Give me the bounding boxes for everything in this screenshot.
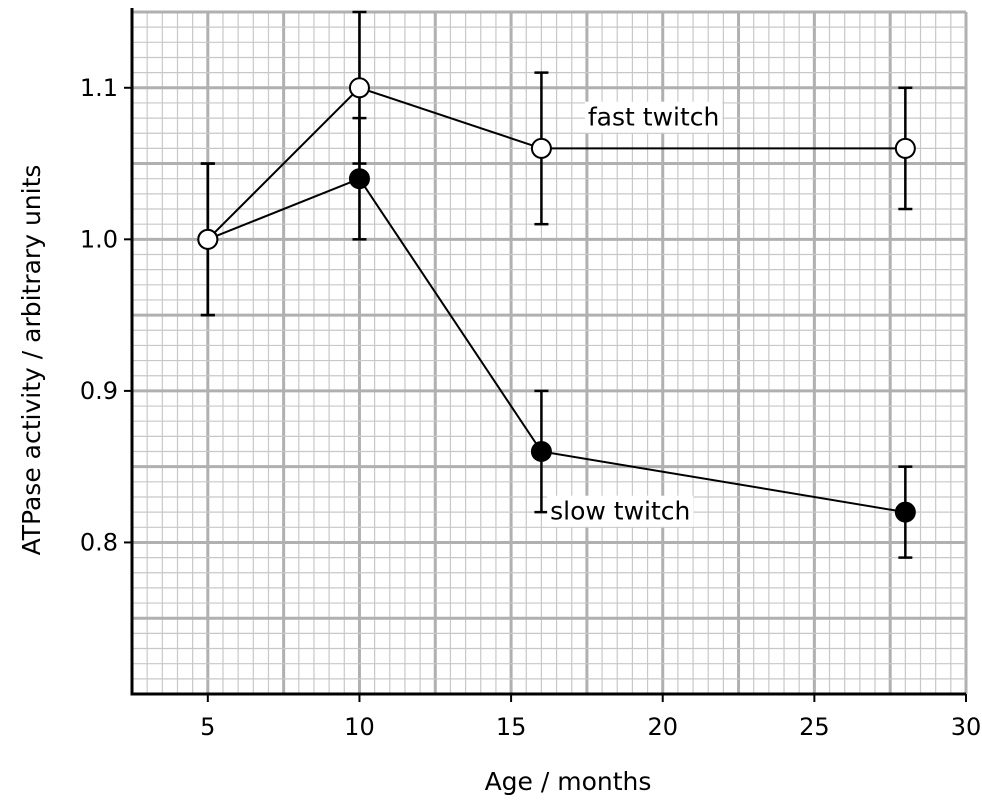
tick-labels: 5 10 15 20 25 30 0.8 0.9 1.0 1.1 xyxy=(80,74,981,741)
annotation-slow-twitch: slow twitch xyxy=(550,497,690,526)
annotation-background xyxy=(547,495,694,527)
data-point-fast-twitch xyxy=(348,77,370,99)
series-line-fast-twitch xyxy=(207,86,906,241)
x-tick-label: 10 xyxy=(344,713,375,741)
x-tick-label: 30 xyxy=(951,713,982,741)
data-point-slow-twitch xyxy=(894,501,916,523)
y-tick-label: 1.0 xyxy=(80,225,118,253)
x-axis-label: Age / months xyxy=(485,767,652,796)
y-tick-label: 0.9 xyxy=(80,377,118,405)
annotation-fast-twitch: fast twitch xyxy=(588,103,719,132)
x-tick-label: 15 xyxy=(496,713,527,741)
series-lines xyxy=(207,86,906,514)
x-tick-label: 25 xyxy=(799,713,830,741)
data-point-fast-twitch xyxy=(197,228,219,250)
data-point-fast-twitch xyxy=(894,137,916,159)
plot-area xyxy=(197,10,916,559)
data-point-fast-twitch xyxy=(530,137,552,159)
y-tick-label: 0.8 xyxy=(80,528,118,556)
annotation-background xyxy=(584,101,723,133)
chart-axes xyxy=(130,8,966,696)
y-tick-label: 1.1 xyxy=(80,74,118,102)
x-tick-label: 20 xyxy=(647,713,678,741)
series-line-slow-twitch xyxy=(207,177,906,514)
data-point-slow-twitch xyxy=(530,441,552,463)
chart-grid xyxy=(130,10,968,696)
x-tick-label: 5 xyxy=(200,713,215,741)
data-point-slow-twitch xyxy=(348,168,370,190)
y-axis-label: ATPase activity / arbitrary units xyxy=(17,165,46,556)
series-annotations: fast twitch slow twitch xyxy=(547,101,723,527)
markers xyxy=(197,77,916,523)
